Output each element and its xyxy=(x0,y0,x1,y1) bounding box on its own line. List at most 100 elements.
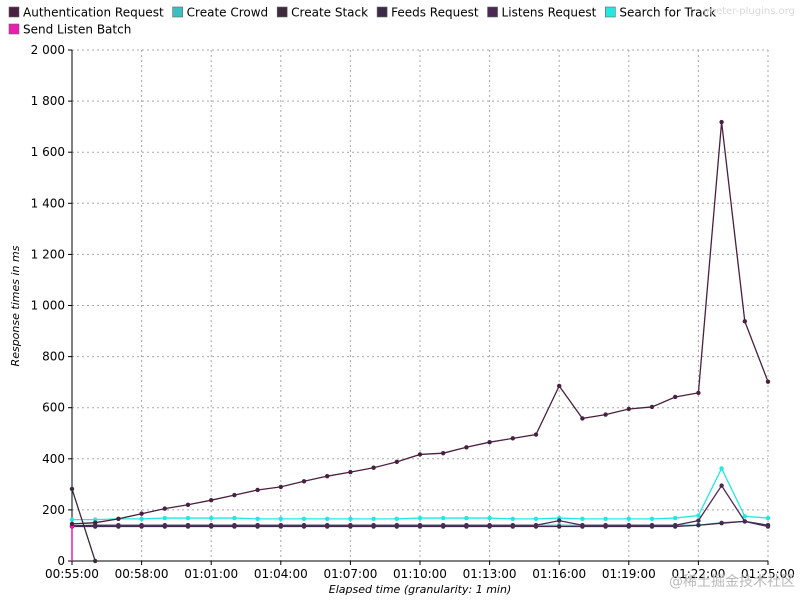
data-point xyxy=(116,523,121,528)
legend-label: Search for Track xyxy=(619,6,716,20)
legend-swatch xyxy=(276,6,288,18)
y-tick-label: 1 200 xyxy=(31,247,65,261)
data-point xyxy=(580,523,585,528)
legend-item-send-listen-batch: Send Listen Batch xyxy=(8,23,131,37)
x-tick-label: 01:04:00 xyxy=(254,567,308,581)
legend-swatch xyxy=(172,6,183,18)
legend-label: Create Crowd xyxy=(187,6,269,20)
legend-label: Listens Request xyxy=(502,6,597,20)
data-point xyxy=(116,516,121,522)
data-point xyxy=(162,515,167,521)
data-point xyxy=(255,516,260,522)
x-tick-label: 01:10:00 xyxy=(393,567,447,581)
data-point xyxy=(673,394,678,400)
legend-item-authentication-request: Authentication Request xyxy=(8,6,164,20)
legend-label: Authentication Request xyxy=(23,6,164,20)
data-point xyxy=(464,515,469,521)
y-tick-label: 0 xyxy=(57,554,65,568)
data-point xyxy=(93,520,98,525)
data-point xyxy=(209,523,214,528)
legend-item-create-crowd: Create Crowd xyxy=(172,6,269,20)
data-point xyxy=(510,516,515,522)
data-point xyxy=(371,516,376,522)
data-point xyxy=(348,516,353,522)
y-tick-label: 600 xyxy=(42,401,65,415)
series-line-create-stack xyxy=(71,488,96,562)
series-authentication-request xyxy=(69,119,771,527)
grid xyxy=(72,49,769,561)
data-point xyxy=(719,483,724,488)
data-point xyxy=(232,492,237,498)
data-point xyxy=(348,469,353,475)
y-tick-label: 1 600 xyxy=(31,145,65,159)
y-axis-ticks: 0 200 400 600 800 1 000 1 200 1 400 1 600 1 800 2 … xyxy=(31,43,72,568)
x-axis-title: Elapsed time (granularity: 1 min) xyxy=(329,583,511,596)
data-point xyxy=(487,523,492,528)
data-point xyxy=(510,436,515,441)
data-point xyxy=(464,523,469,528)
data-point xyxy=(673,515,678,521)
series-create-stack xyxy=(69,486,98,564)
data-point xyxy=(603,412,608,417)
data-point xyxy=(417,523,423,528)
data-point xyxy=(417,452,423,457)
legend-swatch xyxy=(8,23,20,35)
data-point xyxy=(325,523,330,528)
data-point xyxy=(69,517,75,522)
y-tick-label: 1 800 xyxy=(31,94,65,108)
corner-watermark: @稀土掘金技术社区 xyxy=(669,574,795,590)
data-point xyxy=(557,524,562,529)
x-tick-label: 01:16:00 xyxy=(532,567,586,581)
data-point xyxy=(301,479,307,484)
data-point xyxy=(765,524,771,529)
data-point xyxy=(603,523,608,528)
data-point xyxy=(487,439,492,445)
data-point xyxy=(696,518,701,523)
data-point xyxy=(232,515,237,521)
data-point xyxy=(394,516,399,522)
data-point xyxy=(533,432,539,437)
data-point xyxy=(557,383,562,389)
y-tick-label: 800 xyxy=(42,350,65,364)
data-point xyxy=(742,514,747,519)
data-point xyxy=(765,379,771,384)
data-point xyxy=(487,515,492,521)
data-point xyxy=(69,521,75,527)
data-point xyxy=(533,523,539,528)
x-tick-label: 01:22:00 xyxy=(671,567,725,581)
data-point xyxy=(185,523,191,528)
data-point xyxy=(696,390,701,396)
x-tick-label: 01:19:00 xyxy=(602,567,656,581)
data-point xyxy=(232,523,237,528)
y-axis-title: Response times in ms xyxy=(9,245,22,366)
data-point xyxy=(371,523,376,528)
data-point xyxy=(626,406,631,412)
data-point xyxy=(278,523,283,528)
data-point xyxy=(649,523,655,528)
data-point xyxy=(139,523,144,528)
legend-item-search-for-track: Search for Track xyxy=(605,6,716,20)
data-point xyxy=(394,459,399,465)
y-tick-label: 1 400 xyxy=(31,196,65,210)
data-point xyxy=(93,558,98,564)
data-point xyxy=(441,523,446,528)
data-point xyxy=(464,445,469,450)
data-point xyxy=(325,516,330,522)
data-point xyxy=(255,523,260,528)
data-point xyxy=(441,450,446,456)
legend-item-feeds-request: Feeds Request xyxy=(376,6,479,20)
x-tick-label: 00:58:00 xyxy=(115,567,169,581)
data-point xyxy=(626,523,631,528)
legend-swatch xyxy=(487,6,498,18)
x-tick-label: 01:07:00 xyxy=(323,567,377,581)
legend-swatch xyxy=(8,6,20,18)
data-point xyxy=(93,517,98,522)
data-point xyxy=(209,515,214,521)
data-point xyxy=(580,516,585,522)
data-point xyxy=(719,520,724,526)
legend-label: Feeds Request xyxy=(391,6,479,20)
data-point xyxy=(580,416,585,421)
data-point xyxy=(185,502,191,507)
data-point xyxy=(139,511,144,516)
